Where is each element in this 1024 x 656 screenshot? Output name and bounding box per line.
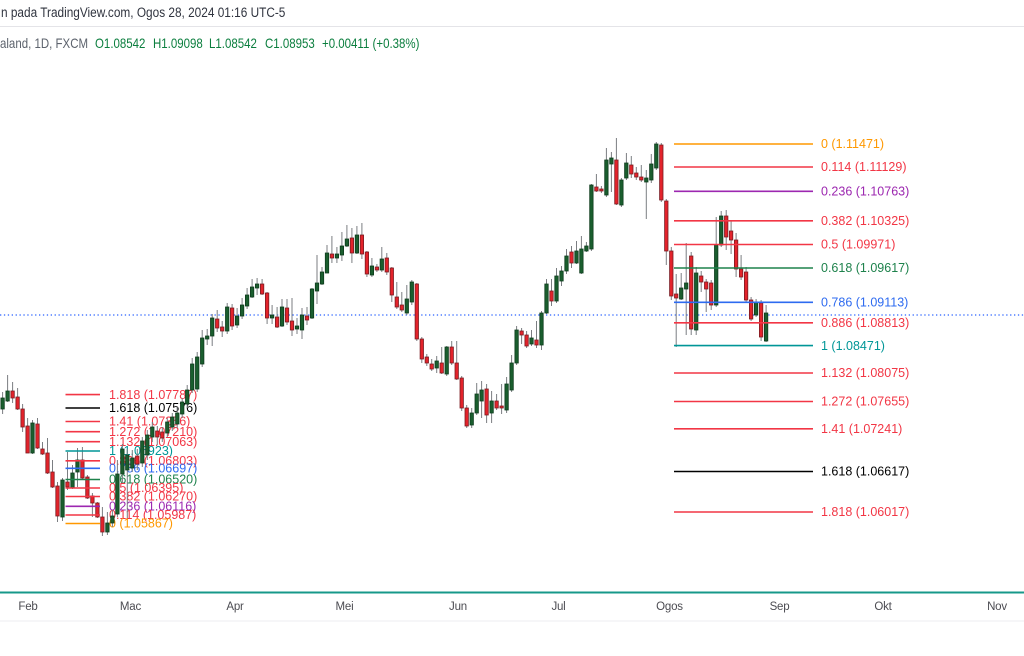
svg-text:0.114 (1.11129): 0.114 (1.11129) xyxy=(821,160,906,174)
svg-text:0 (1.11471): 0 (1.11471) xyxy=(821,137,884,151)
svg-text:Feb: Feb xyxy=(18,601,37,613)
svg-text:1.41 (1.07241): 1.41 (1.07241) xyxy=(821,422,902,436)
svg-text:1.132 (1.07063): 1.132 (1.07063) xyxy=(109,435,197,449)
svg-text:Mei: Mei xyxy=(336,601,354,613)
svg-text:0.382 (1.06270): 0.382 (1.06270) xyxy=(109,490,197,504)
svg-text:Apr: Apr xyxy=(226,601,244,613)
svg-text:Mac: Mac xyxy=(120,601,142,613)
svg-text:1.132 (1.08075): 1.132 (1.08075) xyxy=(821,366,909,380)
svg-text:Ogos: Ogos xyxy=(656,601,683,613)
svg-text:0.114 (1.05987): 0.114 (1.05987) xyxy=(109,508,196,522)
svg-text:1.41 (1.07356): 1.41 (1.07356) xyxy=(109,415,190,429)
svg-text:0.786 (1.09113): 0.786 (1.09113) xyxy=(821,296,908,310)
svg-text:0 (1.05867): 0 (1.05867) xyxy=(109,517,173,531)
svg-text:0.886 (1.08813): 0.886 (1.08813) xyxy=(821,316,909,330)
svg-text:1.818 (1.06017): 1.818 (1.06017) xyxy=(821,505,909,519)
svg-text:Sep: Sep xyxy=(770,601,790,613)
svg-text:Nov: Nov xyxy=(987,601,1007,613)
svg-text:1.618 (1.06617): 1.618 (1.06617) xyxy=(821,465,909,479)
svg-text:1.618 (1.07576): 1.618 (1.07576) xyxy=(109,401,197,415)
svg-text:0.236 (1.06116): 0.236 (1.06116) xyxy=(109,500,196,514)
svg-text:1.272 (1.07655): 1.272 (1.07655) xyxy=(821,395,909,409)
svg-text:1.818 (1.07787): 1.818 (1.07787) xyxy=(109,388,197,402)
svg-text:Jun: Jun xyxy=(449,601,467,613)
svg-text:Jul: Jul xyxy=(551,601,565,613)
svg-text:0.618 (1.09617): 0.618 (1.09617) xyxy=(821,261,909,275)
svg-text:1 (1.08471): 1 (1.08471) xyxy=(821,339,885,353)
svg-text:0.5 (1.09971): 0.5 (1.09971) xyxy=(821,238,895,252)
svg-text:0.618 (1.06520): 0.618 (1.06520) xyxy=(109,473,197,487)
svg-text:0.236 (1.10763): 0.236 (1.10763) xyxy=(821,185,909,199)
svg-text:Okt: Okt xyxy=(874,601,892,613)
svg-text:0.382 (1.10325): 0.382 (1.10325) xyxy=(821,214,909,228)
